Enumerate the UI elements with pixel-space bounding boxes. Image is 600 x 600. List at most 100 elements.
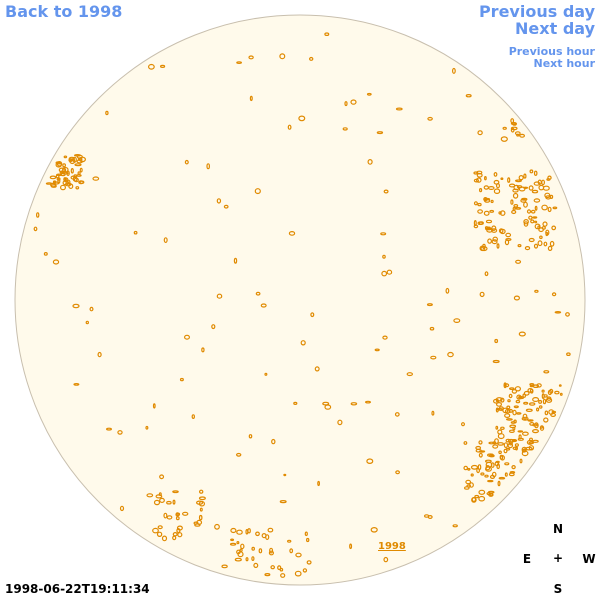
contour-mark bbox=[543, 241, 548, 247]
previous-hour-link[interactable]: Previous hour bbox=[508, 45, 595, 58]
contour-mark bbox=[105, 110, 109, 116]
contour-mark bbox=[504, 472, 508, 477]
region-label-link[interactable]: 1998 bbox=[378, 541, 406, 552]
solar-disk bbox=[14, 14, 586, 586]
contour-mark bbox=[549, 194, 554, 199]
contour-mark bbox=[251, 546, 256, 551]
contour-mark bbox=[545, 229, 550, 236]
contour-mark bbox=[514, 386, 522, 392]
next-day-link[interactable]: Next day bbox=[515, 19, 595, 38]
contour-mark bbox=[463, 486, 470, 490]
back-to-year-link[interactable]: Back to 1998 bbox=[5, 2, 123, 21]
contour-mark bbox=[529, 402, 536, 406]
contour-mark bbox=[504, 462, 510, 466]
previous-day-link[interactable]: Previous day bbox=[478, 2, 595, 21]
contour-mark bbox=[510, 199, 514, 205]
contour-mark bbox=[523, 221, 529, 227]
contour-mark bbox=[470, 464, 479, 470]
contour-mark bbox=[366, 92, 372, 96]
contour-mark bbox=[465, 479, 472, 485]
contour-mark bbox=[251, 556, 255, 561]
contour-mark bbox=[271, 438, 276, 445]
contour-mark bbox=[70, 168, 74, 174]
contour-mark bbox=[429, 326, 435, 331]
contour-mark bbox=[495, 407, 499, 413]
compass-south: S bbox=[553, 582, 563, 596]
contour-mark bbox=[511, 389, 518, 394]
contour-mark bbox=[461, 422, 466, 427]
contour-mark bbox=[512, 206, 516, 211]
contour-mark bbox=[306, 537, 310, 543]
contour-mark bbox=[480, 472, 485, 476]
contour-mark bbox=[72, 303, 80, 309]
contour-mark bbox=[279, 567, 284, 572]
contour-mark bbox=[520, 198, 527, 203]
contour-mark bbox=[465, 93, 472, 98]
contour-mark bbox=[175, 512, 180, 517]
contour-mark bbox=[518, 331, 526, 337]
contour-mark bbox=[476, 467, 481, 474]
contour-mark bbox=[510, 421, 516, 424]
contour-mark bbox=[469, 482, 474, 488]
contour-mark bbox=[505, 447, 511, 451]
contour-mark bbox=[267, 527, 274, 533]
compass-west: W bbox=[582, 552, 596, 566]
contour-mark bbox=[534, 223, 541, 230]
contour-mark bbox=[467, 467, 471, 471]
contour-mark bbox=[474, 494, 480, 499]
contour-mark bbox=[507, 399, 511, 403]
contour-mark bbox=[495, 397, 503, 402]
contour-mark bbox=[524, 246, 531, 251]
contour-mark bbox=[523, 448, 527, 453]
contour-mark bbox=[491, 225, 497, 232]
contour-mark bbox=[294, 570, 302, 577]
contour-mark bbox=[551, 292, 557, 297]
contour-mark bbox=[160, 64, 166, 69]
contour-mark bbox=[117, 430, 123, 435]
contour-mark bbox=[512, 446, 519, 450]
contour-mark bbox=[337, 419, 343, 426]
contour-mark bbox=[489, 474, 496, 479]
contour-mark bbox=[541, 204, 548, 211]
contour-mark bbox=[366, 458, 374, 465]
contour-mark bbox=[73, 177, 79, 183]
contour-mark bbox=[119, 505, 125, 512]
contour-mark bbox=[492, 236, 499, 242]
contour-mark bbox=[264, 572, 271, 577]
contour-mark bbox=[518, 175, 524, 181]
contour-mark bbox=[158, 492, 162, 497]
contour-mark bbox=[287, 539, 292, 543]
contour-mark bbox=[288, 230, 296, 236]
contour-mark bbox=[514, 131, 521, 136]
contour-mark bbox=[221, 564, 228, 569]
contour-mark bbox=[314, 366, 320, 372]
contour-mark bbox=[528, 215, 533, 220]
contour-mark bbox=[498, 211, 502, 215]
contour-mark bbox=[534, 220, 538, 224]
contour-mark bbox=[85, 320, 90, 325]
contour-mark bbox=[517, 244, 522, 248]
contour-mark bbox=[72, 156, 77, 163]
contour-mark bbox=[473, 224, 479, 229]
contour-mark bbox=[487, 186, 495, 191]
contour-mark bbox=[538, 399, 543, 404]
contour-mark bbox=[255, 291, 261, 296]
contour-mark bbox=[161, 535, 168, 542]
contour-mark bbox=[498, 476, 506, 480]
contour-mark bbox=[445, 287, 450, 294]
contour-mark bbox=[537, 240, 543, 247]
contour-mark bbox=[463, 441, 468, 445]
contour-mark bbox=[508, 183, 516, 188]
contour-mark bbox=[279, 53, 286, 60]
contour-mark bbox=[531, 429, 539, 434]
contour-mark bbox=[507, 177, 511, 183]
contour-mark bbox=[497, 442, 505, 446]
contour-mark bbox=[383, 556, 389, 563]
contour-mark bbox=[512, 192, 519, 199]
contour-mark bbox=[68, 156, 76, 162]
contour-mark bbox=[527, 419, 534, 422]
contour-mark bbox=[542, 398, 547, 405]
next-hour-link[interactable]: Next hour bbox=[533, 57, 596, 70]
contour-mark bbox=[504, 413, 511, 419]
